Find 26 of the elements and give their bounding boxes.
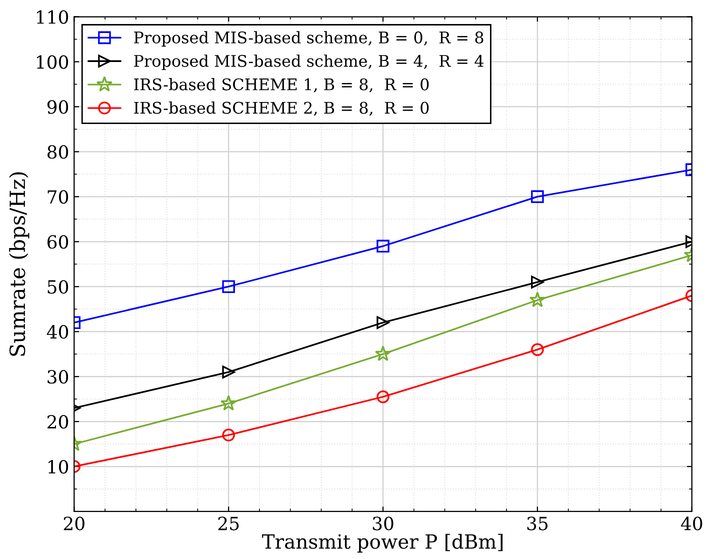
x-tick-label: 25 bbox=[218, 516, 239, 530]
y-tick-label: 10 bbox=[48, 460, 68, 474]
x-tick-label: 20 bbox=[64, 516, 84, 530]
y-tick-label: 80 bbox=[48, 145, 68, 159]
point bbox=[376, 316, 390, 329]
point bbox=[376, 240, 390, 253]
y-axis-title: Sumrate (bps/Hz) bbox=[9, 172, 30, 356]
y-tick-label: 30 bbox=[48, 370, 68, 384]
y-tick-label: 60 bbox=[48, 235, 68, 249]
x-tick-label: 30 bbox=[372, 516, 394, 530]
x-axis-title: Transmit power P [dBm] bbox=[262, 534, 503, 553]
y-tick-label: 110 bbox=[37, 10, 68, 24]
point bbox=[376, 390, 390, 404]
legend-label: IRS-based SCHEME 2, B = 8, R = 0 bbox=[134, 101, 429, 116]
point bbox=[374, 346, 392, 362]
y-tick-label: 40 bbox=[46, 325, 68, 339]
legend-label: Proposed MIS-based scheme, B = 0, R = 8 bbox=[134, 31, 484, 47]
y-tick-label: 70 bbox=[48, 190, 68, 204]
y-tick-label: 100 bbox=[37, 55, 68, 69]
legend-label: IRS-based SCHEME 1, B = 8, R = 0 bbox=[134, 78, 429, 92]
y-tick-label: 50 bbox=[48, 280, 68, 294]
x-tick-label: 40 bbox=[680, 516, 702, 530]
y-tick-label: 90 bbox=[47, 100, 68, 114]
x-tick-label: 35 bbox=[527, 516, 548, 530]
y-tick-label: 20 bbox=[48, 414, 68, 429]
legend-label: Proposed MIS-based scheme, B = 4, R = 4 bbox=[134, 54, 484, 70]
